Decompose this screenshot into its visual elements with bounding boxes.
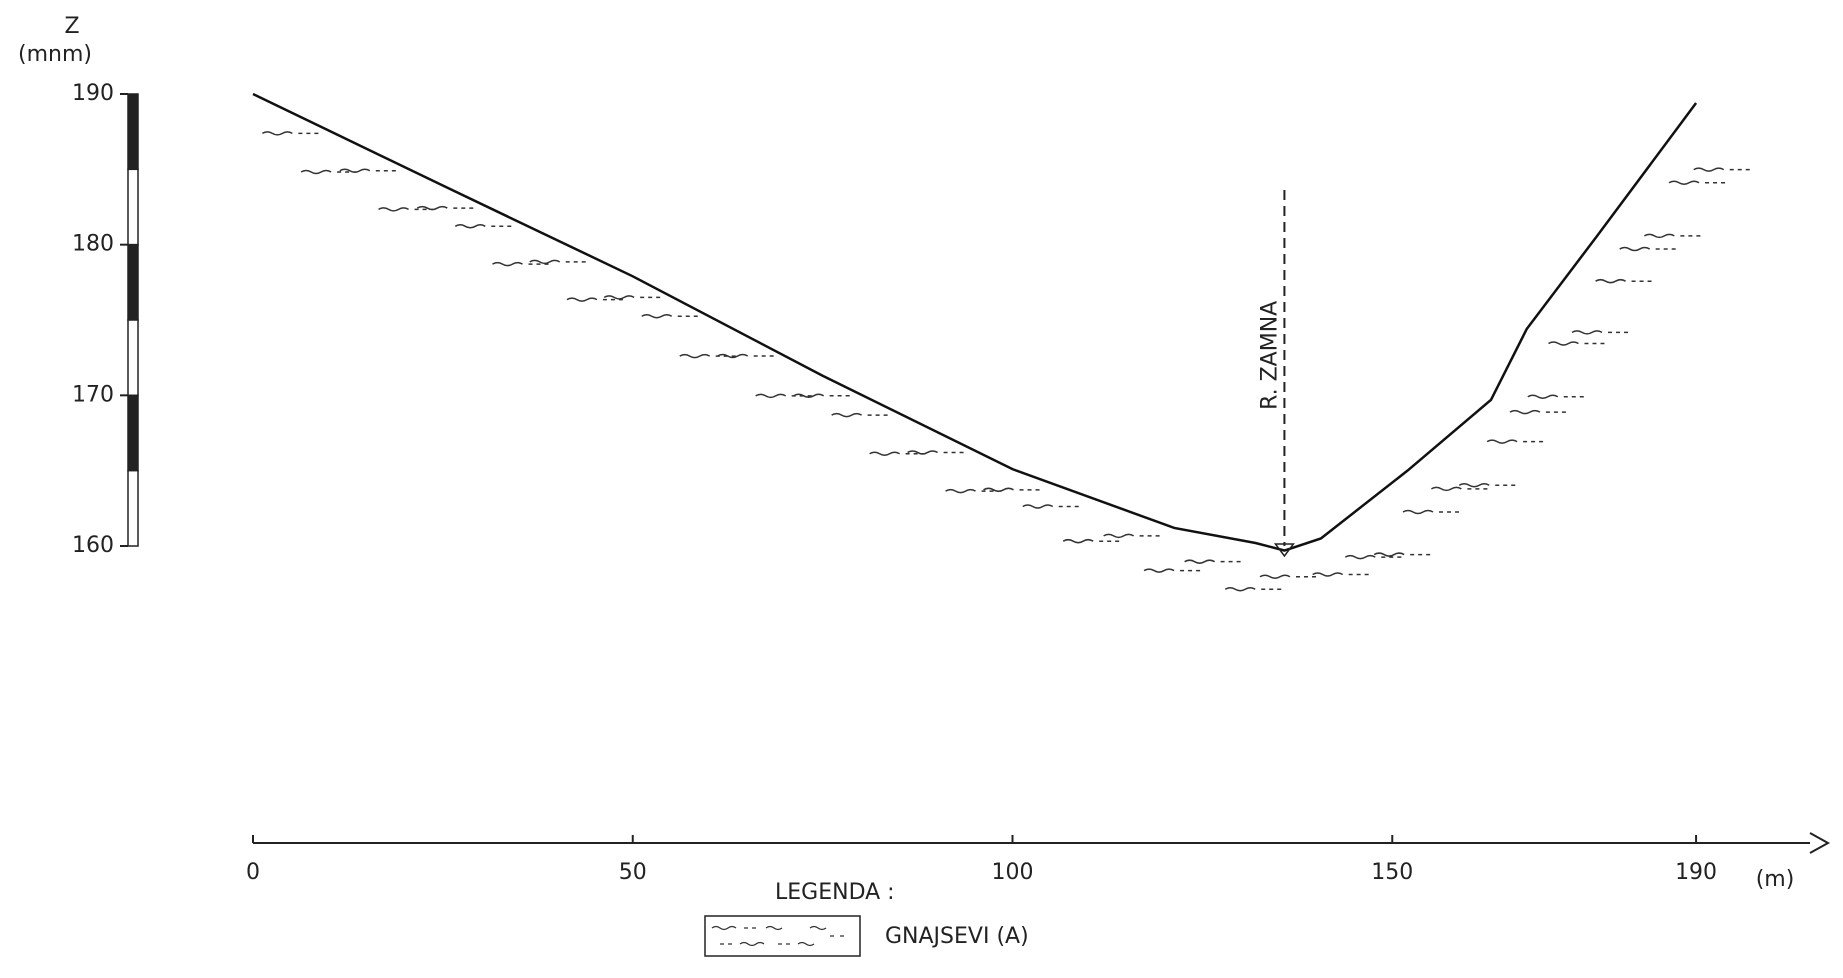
y-tick-label: 180: [72, 232, 114, 257]
scale-bar-segment: [127, 394, 139, 472]
x-label: (m): [1756, 867, 1795, 892]
x-tick-label: 50: [619, 860, 647, 885]
terrain-profile: [252, 92, 1698, 552]
x-tick-label: 190: [1675, 860, 1717, 885]
scale-bar-segment: [127, 319, 139, 397]
x-tick-label: 100: [992, 860, 1034, 885]
scale-bar-segment: [127, 469, 139, 547]
y-label: (mnm): [18, 42, 92, 67]
river-label: R. ZAMNA: [1257, 301, 1282, 410]
legend-swatch: [704, 915, 861, 957]
scale-bar-segment: [127, 168, 139, 246]
y-tick-label: 190: [72, 81, 114, 106]
x-axis-arrow: [1809, 832, 1831, 854]
y-tick-label: 160: [72, 533, 114, 558]
river-marker: [1273, 543, 1295, 558]
legend-title: LEGENDA :: [775, 880, 895, 905]
scale-bar-segment: [127, 93, 139, 171]
legend-item: GNAJSEVI (A): [885, 924, 1029, 949]
scale-bar-segment: [127, 243, 139, 321]
y-label: Z: [64, 14, 79, 39]
x-tick-label: 0: [246, 860, 260, 885]
x-tick-label: 150: [1371, 860, 1413, 885]
rock-hatching: [261, 131, 1750, 592]
y-tick-label: 170: [72, 382, 114, 407]
